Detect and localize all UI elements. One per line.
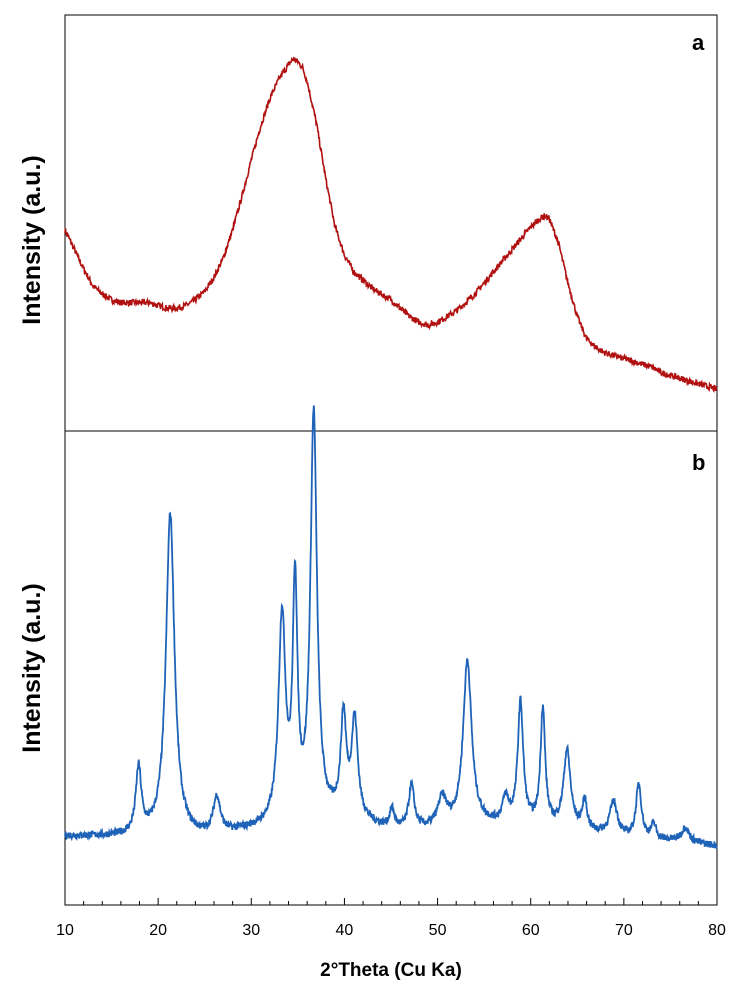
panel-b-frame bbox=[64, 430, 718, 906]
panel-label-b: b bbox=[692, 450, 705, 475]
x-tick-label: 60 bbox=[522, 922, 540, 939]
series-b-line bbox=[64, 405, 718, 849]
x-axis-tick-labels: 10 20 30 40 50 60 70 80 bbox=[56, 922, 726, 939]
panel-label-a: a bbox=[692, 30, 705, 55]
x-tick-label: 70 bbox=[615, 922, 633, 939]
x-axis-ticks bbox=[64, 898, 718, 905]
panel-b-ylabel: Intensity (a.u.) bbox=[18, 583, 46, 752]
panel-a-ylabel: Intensity (a.u.) bbox=[18, 155, 46, 324]
x-tick-label: 40 bbox=[336, 922, 354, 939]
x-axis-label: 2°Theta (Cu Ka) bbox=[320, 960, 462, 981]
x-tick-label: 20 bbox=[149, 922, 167, 939]
x-tick-label: 80 bbox=[708, 922, 726, 939]
x-tick-label: 30 bbox=[242, 922, 260, 939]
panel-a-frame bbox=[64, 14, 718, 432]
x-tick-label: 50 bbox=[429, 922, 447, 939]
x-tick-label: 10 bbox=[56, 922, 74, 939]
series-a-line bbox=[64, 56, 718, 394]
